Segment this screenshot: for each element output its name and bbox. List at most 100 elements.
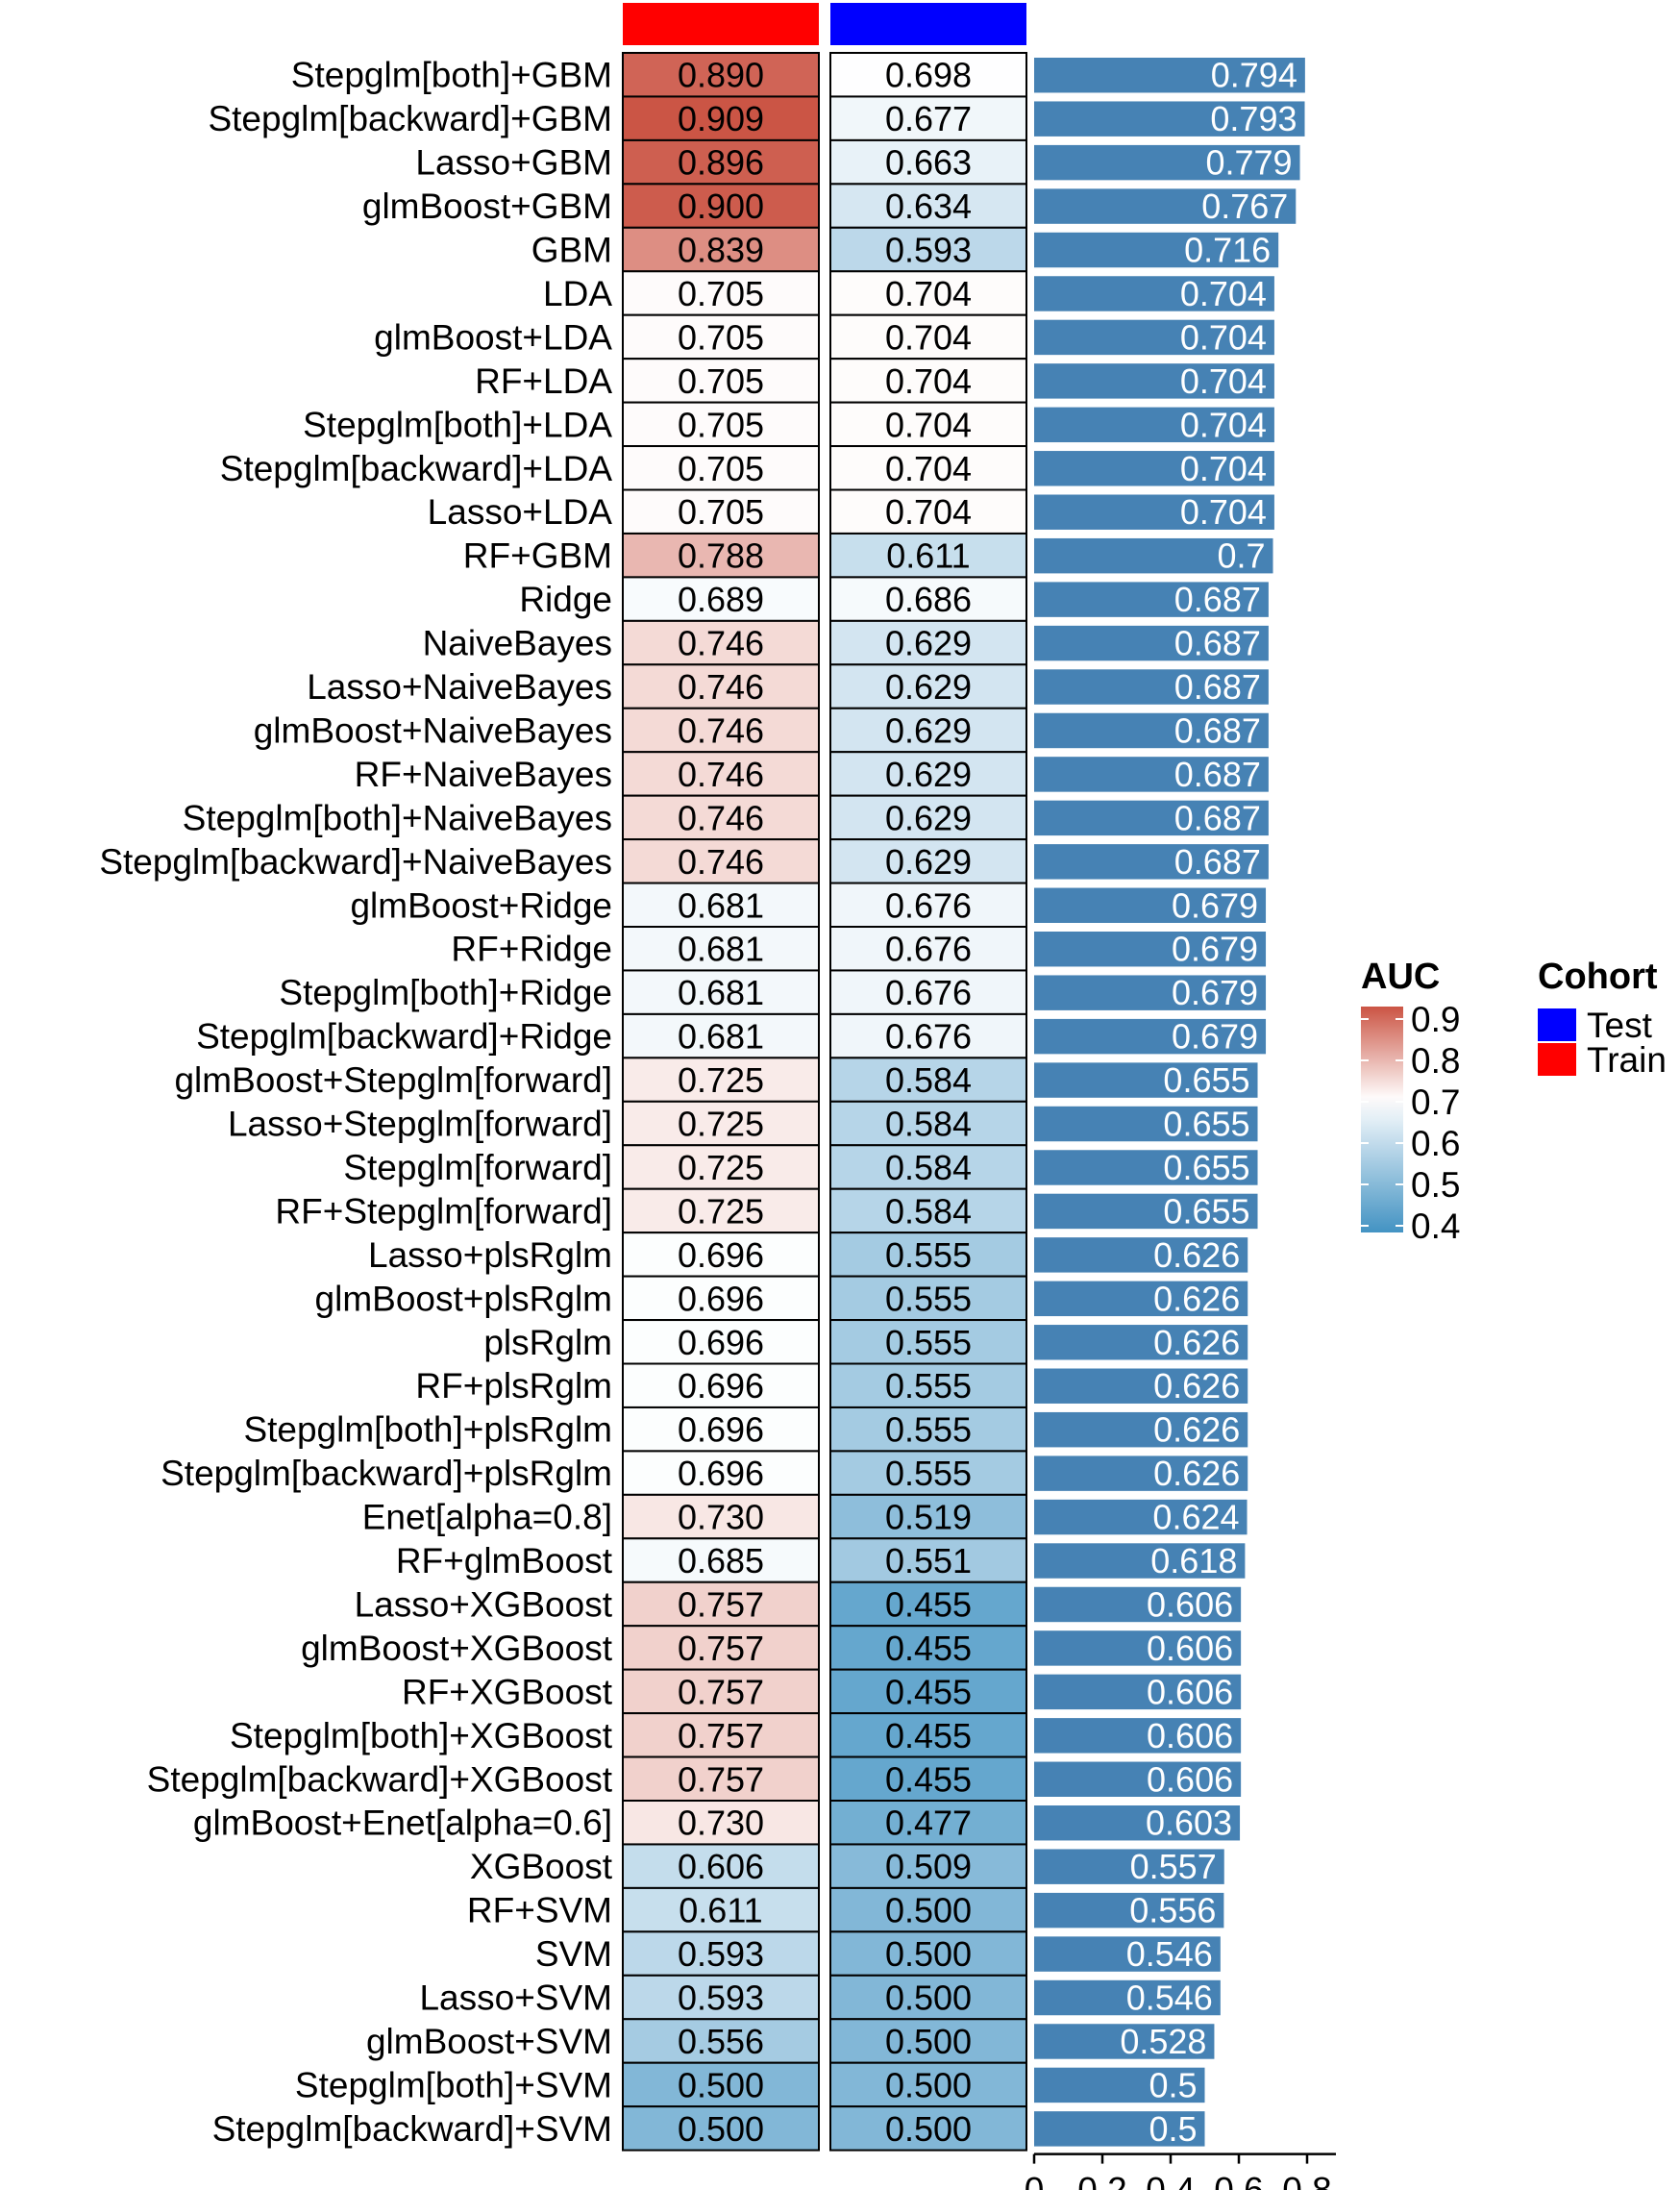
- mean-auc-label: 0.626: [1153, 1366, 1240, 1406]
- x-tick-label: 0: [1025, 2171, 1045, 2190]
- model-label: Lasso+plsRglm: [368, 1235, 612, 1275]
- model-label: Stepglm[backward]+GBM: [208, 99, 612, 138]
- mean-auc-bar: [1034, 232, 1279, 268]
- mean-auc-label: 0.606: [1147, 1716, 1233, 1755]
- mean-auc-label: 0.687: [1174, 798, 1261, 837]
- model-label: RF+GBM: [463, 536, 612, 576]
- mean-auc-bar: [1034, 1499, 1248, 1535]
- train-cell: [622, 1580, 820, 1628]
- train-cell: [622, 926, 820, 972]
- train-value: 0.705: [678, 405, 764, 444]
- test-value: 0.555: [885, 1454, 972, 1493]
- test-value: 0.500: [885, 1978, 972, 2018]
- test-value: 0.519: [885, 1498, 972, 1537]
- test-value: 0.676: [885, 1017, 972, 1057]
- train-value: 0.689: [678, 580, 764, 619]
- model-label: LDA: [543, 274, 612, 313]
- test-value: 0.477: [885, 1804, 972, 1843]
- test-cell: [829, 1625, 1027, 1671]
- mean-auc-bar: [1034, 1062, 1258, 1098]
- mean-auc-label: 0.679: [1172, 1017, 1258, 1057]
- train-cell: [622, 52, 820, 98]
- mean-auc-label: 0.779: [1205, 143, 1292, 183]
- mean-auc-bar: [1034, 58, 1305, 93]
- train-value: 0.788: [678, 536, 764, 576]
- train-value: 0.500: [678, 2065, 764, 2104]
- mean-auc-bar: [1034, 844, 1269, 880]
- mean-auc-label: 0.5: [1149, 2109, 1197, 2149]
- test-value: 0.663: [885, 143, 972, 183]
- cohort-swatch-train: [1538, 1043, 1576, 1076]
- model-label: Ridge: [519, 580, 612, 619]
- model-label: RF+glmBoost: [396, 1541, 613, 1580]
- mean-auc-bar: [1034, 319, 1274, 356]
- mean-auc-label: 0.767: [1201, 187, 1288, 226]
- colorbar-tick-label: 0.7: [1411, 1083, 1460, 1122]
- test-cell: [829, 445, 1027, 491]
- cohort-swatch-test: [1538, 1008, 1576, 1041]
- test-cell: [829, 1493, 1027, 1540]
- train-cell: [622, 1712, 820, 1758]
- test-value: 0.704: [885, 274, 972, 313]
- mean-auc-bar: [1034, 537, 1273, 574]
- mean-auc-bar: [1034, 1237, 1248, 1273]
- test-value: 0.455: [885, 1629, 972, 1668]
- mean-auc-bar: [1034, 1018, 1267, 1055]
- mean-auc-bar: [1034, 1892, 1224, 1929]
- mean-auc-label: 0.687: [1174, 842, 1261, 882]
- model-label: Lasso+GBM: [415, 143, 612, 183]
- mean-auc-label: 0.687: [1174, 667, 1261, 707]
- test-value: 0.629: [885, 798, 972, 837]
- mean-auc-label: 0.528: [1120, 2022, 1206, 2061]
- train-value: 0.556: [678, 2022, 764, 2061]
- model-label: glmBoost+Enet[alpha=0.6]: [193, 1804, 612, 1843]
- train-value: 0.705: [678, 449, 764, 488]
- test-cell: [829, 532, 1027, 579]
- test-value: 0.629: [885, 624, 972, 663]
- train-cell: [622, 138, 820, 186]
- train-cell: [622, 226, 820, 273]
- mean-auc-bar: [1034, 669, 1269, 705]
- mean-auc-bar: [1034, 1106, 1258, 1142]
- train-value: 0.681: [678, 885, 764, 925]
- x-tick-label: 0.8: [1282, 2171, 1331, 2190]
- mean-auc-label: 0.557: [1130, 1847, 1217, 1886]
- train-value: 0.705: [678, 317, 764, 357]
- test-value: 0.634: [885, 187, 972, 226]
- mean-auc-bar: [1034, 1411, 1248, 1448]
- mean-auc-label: 0.679: [1172, 930, 1258, 969]
- test-cell: [829, 270, 1027, 316]
- test-cell: [829, 488, 1027, 535]
- train-value: 0.606: [678, 1847, 764, 1886]
- model-label: GBM: [531, 231, 612, 270]
- train-value: 0.705: [678, 274, 764, 313]
- train-value: 0.746: [678, 842, 764, 882]
- test-cell: [829, 1275, 1027, 1322]
- auc-colorbar: [1361, 1007, 1403, 1232]
- mean-auc-label: 0.704: [1180, 361, 1267, 401]
- test-cell: [829, 882, 1027, 928]
- test-cell: [829, 1319, 1027, 1365]
- test-cell: [829, 969, 1027, 1015]
- mean-auc-label: 0.606: [1147, 1629, 1233, 1668]
- mean-auc-bar: [1034, 451, 1274, 486]
- mean-auc-label: 0.546: [1126, 1978, 1213, 2018]
- test-cell: [829, 401, 1027, 448]
- test-cell: [829, 1668, 1027, 1715]
- test-value: 0.686: [885, 580, 972, 619]
- x-tick-label: 0.2: [1077, 2171, 1126, 2190]
- model-label: Stepglm[backward]+plsRglm: [161, 1454, 612, 1493]
- train-value: 0.593: [678, 1978, 764, 2018]
- train-cell: [622, 1974, 820, 2021]
- model-label: glmBoost+NaiveBayes: [254, 710, 612, 750]
- mean-auc-bar: [1034, 1630, 1242, 1666]
- x-tick-label: 0.6: [1214, 2171, 1263, 2190]
- model-label: Stepglm[both]+NaiveBayes: [183, 798, 612, 837]
- mean-auc-label: 0.679: [1172, 973, 1258, 1012]
- train-value: 0.685: [678, 1541, 764, 1580]
- mean-auc-bar: [1034, 188, 1297, 224]
- mean-auc-label: 0.655: [1163, 1060, 1249, 1100]
- mean-auc-bar: [1034, 1718, 1242, 1754]
- mean-auc-label: 0.679: [1172, 885, 1258, 925]
